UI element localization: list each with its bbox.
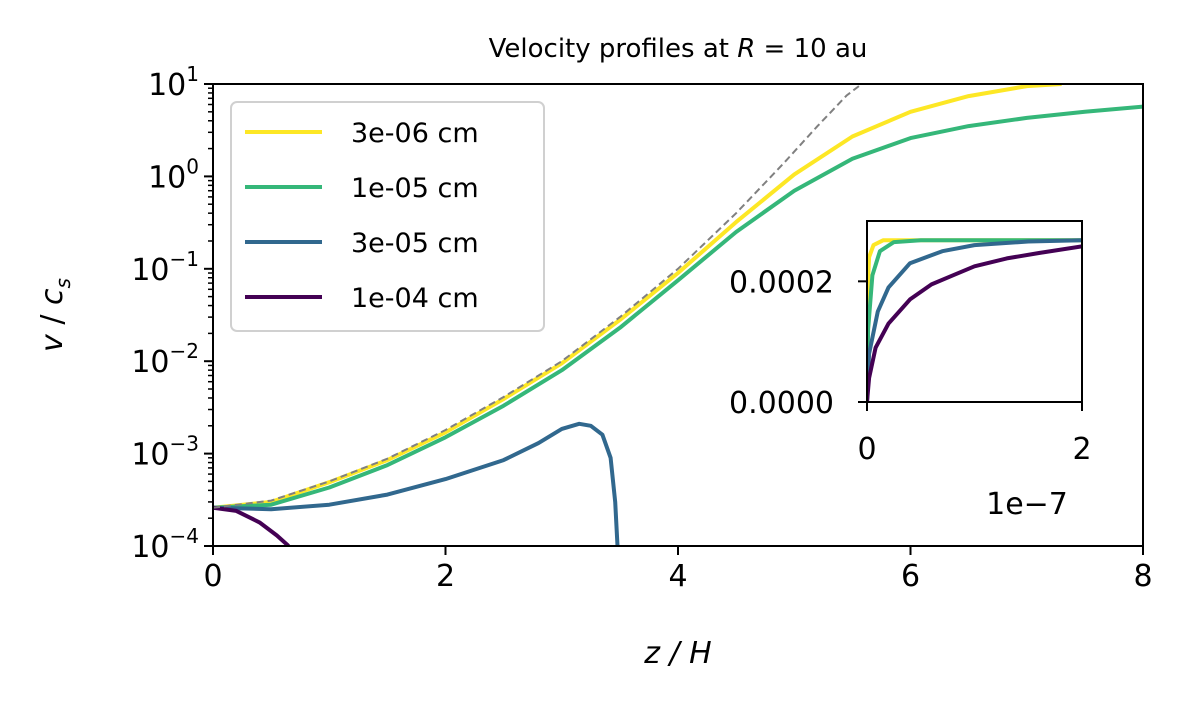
inset-y-tick-label: 0.0002 — [729, 265, 834, 300]
legend-box — [230, 101, 545, 332]
inset-series-line-2 — [867, 238, 1082, 402]
series-line-1 — [213, 104, 1143, 510]
reference-dashed-line — [213, 84, 863, 509]
series-line-3 — [213, 505, 290, 546]
series-lines — [213, 84, 1143, 546]
x-tick-label: 8 — [1133, 559, 1152, 594]
series-line-0 — [213, 84, 1062, 510]
inset-y-ticks: 0.0000 0.0002 — [729, 265, 867, 421]
series-line-2 — [213, 421, 620, 546]
x-tick-label: 2 — [436, 559, 455, 594]
legend-entry-label: 1e-04 cm — [351, 283, 479, 314]
legend-entry-label: 3e-05 cm — [351, 228, 479, 259]
x-axis-label: z / H — [643, 636, 712, 671]
y-tick-label: 10−1 — [131, 247, 199, 288]
y-tick-label: 100 — [148, 154, 199, 195]
chart-title: Velocity profiles at R = 10 au — [489, 34, 868, 64]
inset-frame — [866, 220, 1083, 403]
y-tick-label: 10−3 — [131, 432, 199, 473]
y-tick-label: 101 — [148, 62, 199, 103]
x-tick-label: 4 — [668, 559, 687, 594]
inset-series-line-1 — [867, 238, 1082, 402]
inset-y-tick-label: 0.0000 — [729, 386, 834, 421]
y-tick-label: 10−4 — [131, 524, 199, 565]
x-tick-label: 6 — [901, 559, 920, 594]
legend-entry-label: 3e-06 cm — [351, 118, 479, 149]
legend: 3e-06 cm 1e-05 cm 3e-05 cm 1e-04 cm — [230, 101, 545, 332]
inset-x-tick-label: 2 — [1072, 432, 1091, 467]
legend-entry-label: 1e-05 cm — [351, 173, 479, 204]
y-axis-label: v / cs — [35, 278, 75, 352]
inset-x-tick-label: 0 — [857, 432, 876, 467]
inset-series-line-3 — [867, 244, 1082, 402]
x-axis-ticks: 0 2 4 6 8 — [203, 546, 1153, 594]
x-tick-label: 0 — [203, 559, 222, 594]
y-axis-ticks: 10−4 10−3 10−2 10−1 100 101 — [131, 62, 213, 565]
y-tick-label: 10−2 — [131, 339, 199, 380]
inset-x-offset-label: 1e−7 — [986, 487, 1068, 522]
